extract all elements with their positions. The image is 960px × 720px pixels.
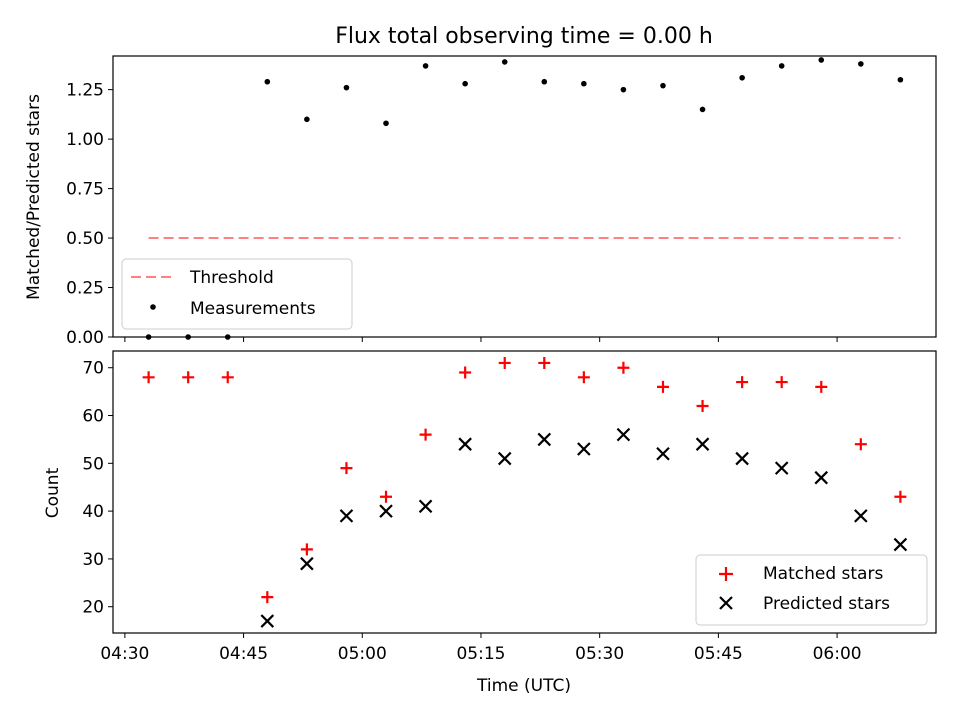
matched-star-point xyxy=(617,361,630,374)
bottom-y-axis-label: Count xyxy=(43,467,63,518)
matched-star-point xyxy=(815,380,828,393)
measurement-point xyxy=(778,63,785,69)
predicted-star-point xyxy=(814,470,829,485)
top-legend: Threshold Measurements xyxy=(121,258,353,330)
top-plot-area: 0.00 0.25 0.50 0.75 1.00 1.25 xyxy=(66,57,904,348)
matched-star-point xyxy=(775,376,788,389)
predicted-star-point xyxy=(735,451,749,466)
legend-predicted-label: Predicted stars xyxy=(763,594,890,614)
predicted-star-point xyxy=(656,446,670,461)
measurement-point xyxy=(343,84,350,91)
matched-star-point xyxy=(696,399,709,412)
bottom-x-tick-label: 05:30 xyxy=(575,644,624,664)
matched-star-point xyxy=(300,543,313,556)
bottom-plot-area: 20 30 40 50 60 70 04:30 04:45 05:00 05:15 05:30 05:… xyxy=(82,356,908,664)
bottom-y-tick-label: 20 xyxy=(82,598,104,618)
predicted-star-point xyxy=(577,442,591,456)
legend-matched-label: Matched stars xyxy=(763,564,883,584)
top-y-axis-label: Matched/Predicted stars xyxy=(24,94,44,300)
bottom-legend-box xyxy=(695,554,928,626)
top-y-tick-label: 0.50 xyxy=(66,229,104,249)
matched-star-point xyxy=(261,591,274,604)
measurement-point xyxy=(264,78,271,85)
bottom-y-tick-label: 70 xyxy=(82,359,104,379)
bottom-y-tick-label: 50 xyxy=(82,454,104,474)
measurement-point xyxy=(581,80,587,87)
bottom-y-tick-label: 60 xyxy=(82,407,104,427)
predicted-star-point xyxy=(418,499,433,514)
matched-star-point xyxy=(380,490,393,503)
predicted-star-point xyxy=(379,504,393,518)
bottom-y-tick-label: 40 xyxy=(82,502,104,522)
top-chart-title: Flux total observing time = 0.00 h xyxy=(335,24,713,49)
top-legend-box xyxy=(121,258,353,330)
matched-star-point xyxy=(340,462,353,475)
bottom-x-tick-label: 04:45 xyxy=(219,644,268,664)
legend-measurements-label: Measurements xyxy=(190,299,316,319)
measurement-point xyxy=(620,86,627,93)
matched-star-point xyxy=(854,438,867,451)
legend-measurements-swatch xyxy=(150,304,156,310)
bottom-legend: Matched stars Predicted stars xyxy=(695,554,928,626)
legend-threshold-label: Threshold xyxy=(189,268,274,288)
measurement-point xyxy=(897,76,904,83)
matched-star-point xyxy=(221,371,234,384)
measurement-point xyxy=(422,63,429,69)
measurement-point xyxy=(383,120,389,127)
bottom-x-tick-label: 05:45 xyxy=(694,644,743,664)
matched-star-point xyxy=(459,366,472,379)
matched-star-point xyxy=(498,356,511,369)
matched-star-point xyxy=(894,490,907,503)
predicted-star-point xyxy=(300,556,314,571)
predicted-star-point xyxy=(458,437,472,451)
predicted-star-point xyxy=(854,509,868,523)
measurement-point xyxy=(501,59,508,65)
measurement-point xyxy=(660,82,666,89)
matched-star-point xyxy=(538,356,551,369)
bottom-x-tick-label: 06:00 xyxy=(813,644,862,664)
bottom-y-tick-label: 30 xyxy=(82,550,104,570)
matched-star-point xyxy=(577,371,590,384)
predicted-star-point xyxy=(537,432,552,447)
top-y-tick-label: 0.25 xyxy=(66,279,104,299)
predicted-star-point xyxy=(893,537,908,552)
measurement-point xyxy=(699,106,706,113)
predicted-star-point xyxy=(260,614,275,628)
bottom-x-tick-label: 05:15 xyxy=(456,644,505,664)
top-y-tick-label: 0.75 xyxy=(66,180,104,200)
bottom-x-tick-label: 04:30 xyxy=(100,644,149,664)
predicted-star-point xyxy=(774,461,789,475)
matched-star-point xyxy=(736,376,749,389)
predicted-star-point xyxy=(339,509,354,523)
measurement-point xyxy=(818,57,825,63)
measurement-point xyxy=(462,80,468,87)
top-y-tick-label: 1.25 xyxy=(66,81,104,101)
matched-star-point xyxy=(182,371,195,384)
legend-matched-swatch xyxy=(719,567,733,581)
measurement-point xyxy=(304,116,310,123)
predicted-star-point xyxy=(497,451,512,466)
measurement-point xyxy=(739,74,745,81)
measurement-point xyxy=(858,61,864,67)
top-y-tick-label: 1.00 xyxy=(66,130,104,150)
predicted-star-point xyxy=(616,427,631,442)
top-y-tick-label: 0.00 xyxy=(66,328,104,348)
bottom-x-axis-label: Time (UTC) xyxy=(476,676,571,696)
legend-predicted-swatch xyxy=(719,596,733,610)
matched-star-point xyxy=(419,428,432,441)
matched-star-point xyxy=(142,371,155,384)
matched-star-point xyxy=(656,380,669,393)
predicted-star-point xyxy=(695,437,710,451)
bottom-plot-frame xyxy=(112,350,937,634)
bottom-x-tick-label: 05:00 xyxy=(338,644,387,664)
top-plot-frame xyxy=(112,55,937,338)
measurement-point xyxy=(541,78,548,85)
